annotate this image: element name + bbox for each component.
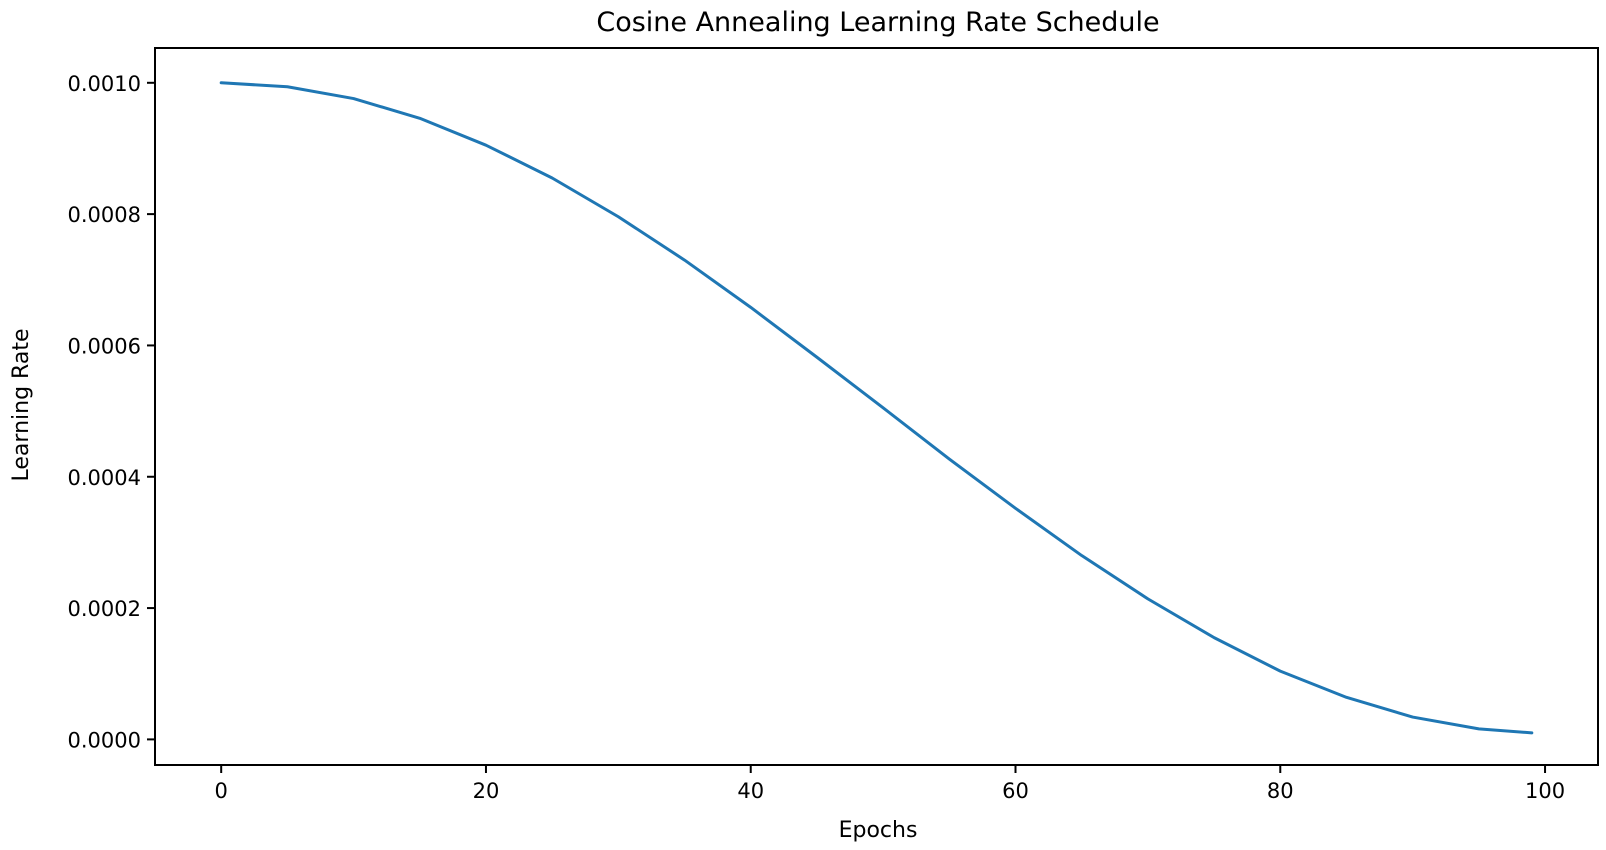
y-tick-label-2: 0.0004 [68,466,141,490]
x-axis-label: Epochs [839,818,918,843]
plot-frame [154,47,1599,766]
x-tick-label-4: 80 [1267,779,1294,803]
x-tick-label-5: 100 [1525,779,1565,803]
x-tick-label-0: 0 [215,779,228,803]
y-tick-label-3: 0.0006 [68,334,141,358]
series-line-0 [219,81,1534,735]
plot-area: 0 20 40 60 80 100 0.0000 0.0002 0.0004 0.0006 0.00… [68,47,1599,803]
chart-title: Cosine Annealing Learning Rate Schedule [596,7,1159,38]
x-tick-label-1: 20 [473,779,500,803]
y-tick-label-1: 0.0002 [68,597,141,621]
x-tick-label-2: 40 [737,779,764,803]
y-axis-label: Learning Rate [9,329,34,482]
y-tick-label-5: 0.0010 [68,72,141,96]
y-tick-label-0: 0.0000 [68,728,141,752]
y-tick-label-4: 0.0008 [68,203,141,227]
x-tick-label-3: 60 [1002,779,1029,803]
